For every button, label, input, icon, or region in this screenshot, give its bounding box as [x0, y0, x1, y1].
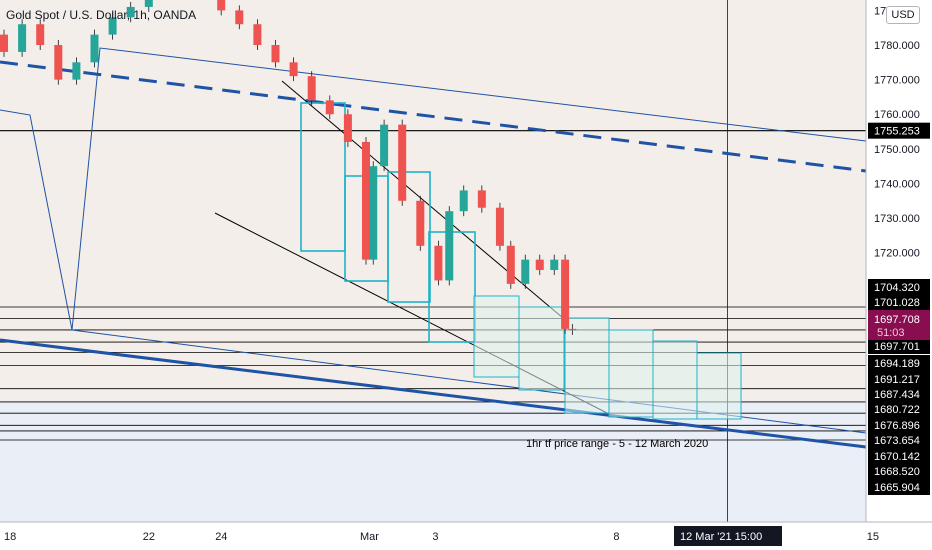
candle-body [54, 45, 63, 80]
price-tick-label: 1730.000 [874, 213, 920, 225]
candle-body [434, 245, 443, 281]
projected-range-box [696, 352, 742, 420]
candle-body [0, 34, 8, 52]
price-label-box [868, 371, 930, 387]
candle-body [535, 259, 544, 271]
price-label-box [868, 417, 930, 433]
candle-body [521, 259, 530, 284]
lower-zone-background [0, 401, 866, 522]
price-tick-label: 1780.000 [874, 40, 920, 52]
candle-body [271, 45, 280, 63]
candle-body [253, 24, 262, 46]
projected-range-box [564, 317, 610, 414]
candle-body [217, 0, 226, 11]
price-label-box [868, 463, 930, 479]
price-tick-label: 1750.000 [874, 144, 920, 156]
price-label-box [868, 294, 930, 310]
price-tick-label: 1740.000 [874, 178, 920, 190]
projected-range-box [473, 295, 520, 378]
price-label-box [868, 432, 930, 448]
price-label-text: 1697.701 [874, 341, 920, 353]
price-label-box [868, 386, 930, 402]
current-price-box [868, 310, 930, 340]
candle-body [477, 190, 486, 208]
price-tick-label: 1770.000 [874, 75, 920, 87]
candle-body [36, 24, 45, 46]
currency-button[interactable]: USD [886, 6, 920, 24]
candle-body [289, 62, 298, 77]
candle-body [325, 100, 334, 115]
candle-body [235, 10, 244, 25]
dashed-trend-line [0, 60, 867, 173]
price-tick-label: 1720.000 [874, 248, 920, 260]
time-tick-label: 3 [432, 531, 438, 543]
price-label-text: 1680.722 [874, 404, 920, 416]
price-label-text: 1676.896 [874, 420, 920, 432]
price-label-text: 1665.904 [874, 482, 920, 494]
candle-body [445, 211, 454, 281]
time-tick-label: 22 [143, 531, 155, 543]
time-tick-label: 8 [613, 531, 619, 543]
projected-range-box [518, 306, 565, 391]
price-tick-label: 1760.000 [874, 109, 920, 121]
projected-range-box [652, 340, 698, 420]
price-label-text: 1694.189 [874, 358, 920, 370]
candle-body [550, 259, 559, 271]
price-label-box [868, 479, 930, 495]
candle-body [90, 34, 99, 63]
price-label-text: 1755.253 [874, 126, 920, 138]
price-label-text: 1687.434 [874, 389, 920, 401]
price-label-box [868, 122, 930, 139]
time-tick-label: Mar [360, 531, 379, 543]
price-label-text: 1704.320 [874, 282, 920, 294]
candle-body [108, 17, 117, 35]
candle-body [459, 190, 468, 212]
time-tick-label: 18 [4, 531, 16, 543]
price-label-box [868, 279, 930, 295]
crosshair-time-box [674, 526, 782, 546]
price-label-text: 1670.142 [874, 451, 920, 463]
candle-body [72, 62, 81, 80]
price-label-text: 1673.654 [874, 435, 920, 447]
time-axis[interactable] [0, 522, 932, 550]
candle-body [568, 328, 577, 331]
symbol-title: Gold Spot / U.S. Dollar, 1h, OANDA [6, 8, 197, 22]
candle-body [144, 0, 153, 7]
price-label-box [868, 448, 930, 464]
projected-range-box [608, 329, 654, 418]
countdown-text: 51:03 [877, 327, 905, 339]
candle-body [126, 6, 135, 18]
price-label-text: 1668.520 [874, 466, 920, 478]
time-tick-label: 24 [215, 531, 227, 543]
channel-lower-thick [0, 338, 867, 449]
candle-body [369, 166, 378, 260]
price-label-text: 1701.028 [874, 297, 920, 309]
candle-body [362, 141, 370, 260]
candle-body [495, 207, 504, 246]
candle-body [307, 76, 316, 101]
candle-body [380, 124, 389, 167]
candle-body [416, 200, 425, 246]
price-label-box [868, 401, 930, 417]
range-annotation: 1hr tf price range - 5 - 12 March 2020 [526, 438, 708, 450]
range-box [387, 171, 431, 303]
candle-body [343, 114, 352, 142]
price-label-text: 1691.217 [874, 374, 920, 386]
time-tick-label: 15 [867, 531, 879, 543]
candle-body [506, 245, 515, 284]
candle-body [561, 259, 570, 329]
price-label-box [868, 338, 930, 354]
crosshair-time-text: 12 Mar '21 15:00 [680, 531, 762, 543]
candle-body [18, 24, 27, 52]
wedge-upper-line [281, 80, 564, 319]
candle-body [398, 124, 407, 201]
current-price-text: 1697.708 [874, 314, 920, 326]
price-label-box [868, 355, 930, 371]
